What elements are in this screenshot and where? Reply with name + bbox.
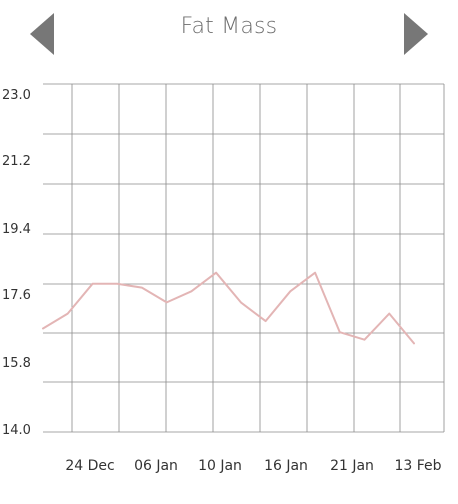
next-button[interactable] xyxy=(404,13,428,55)
triangle-right-icon xyxy=(404,13,428,55)
previous-button[interactable] xyxy=(30,13,54,55)
chart-title: Fat Mass xyxy=(180,14,278,39)
x-tick-label: 21 Jan xyxy=(330,458,374,474)
x-tick-label: 10 Jan xyxy=(198,458,242,474)
x-tick-label: 16 Jan xyxy=(264,458,308,474)
y-tick-label: 17.6 xyxy=(2,288,31,303)
triangle-left-icon xyxy=(30,13,54,55)
y-tick-label: 21.2 xyxy=(2,154,31,169)
series-line xyxy=(42,271,415,345)
y-tick-label: 15.8 xyxy=(2,356,31,371)
chart-header: Fat Mass xyxy=(0,0,458,62)
x-tick-label: 24 Dec xyxy=(65,458,114,474)
y-tick-label: 19.4 xyxy=(2,222,31,237)
x-tick-label: 06 Jan xyxy=(134,458,178,474)
y-tick-label: 14.0 xyxy=(2,423,31,438)
y-tick-label: 23.0 xyxy=(2,88,31,103)
x-tick-label: 13 Feb xyxy=(394,458,441,474)
